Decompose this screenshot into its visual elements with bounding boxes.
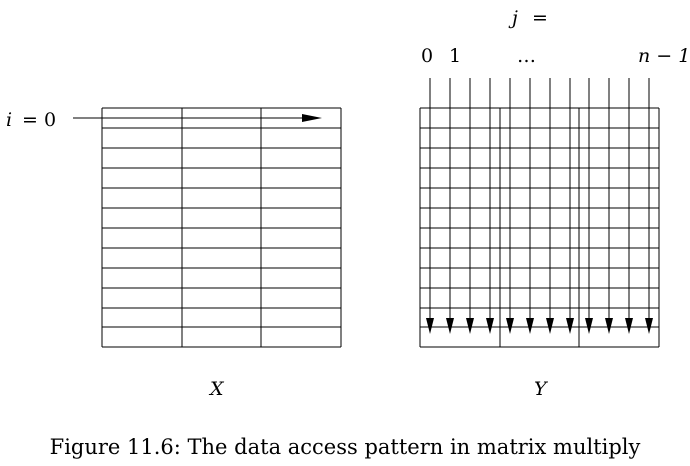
column-arrow (566, 78, 574, 334)
figure-caption: Figure 11.6: The data access pattern in … (50, 435, 641, 459)
column-access-arrows (426, 78, 653, 334)
col-label-last: n − 1 (638, 45, 690, 67)
column-arrow (446, 78, 454, 334)
column-arrow (645, 78, 653, 334)
column-arrow (546, 78, 554, 334)
column-arrow (605, 78, 613, 334)
col-label-1: 1 (449, 45, 461, 67)
col-label-0: 0 (421, 45, 433, 67)
col-label-ellipsis: … (517, 45, 536, 67)
i-equals: = 0 (22, 109, 56, 131)
column-arrow (585, 78, 593, 334)
column-arrow (466, 78, 474, 334)
matrix-x-label: X (208, 378, 225, 400)
j-equals: = (532, 7, 548, 29)
matrix-y-label: Y (534, 378, 549, 400)
column-arrow (506, 78, 514, 334)
matrix-x-grid (101, 107, 342, 348)
column-arrow (526, 78, 534, 334)
j-label: j (508, 7, 518, 29)
row-access-arrow (73, 114, 322, 122)
matrix-y-grid (419, 107, 660, 348)
column-arrow (426, 78, 434, 334)
column-arrow (486, 78, 494, 334)
i-label: i (6, 109, 12, 131)
column-arrow (625, 78, 633, 334)
